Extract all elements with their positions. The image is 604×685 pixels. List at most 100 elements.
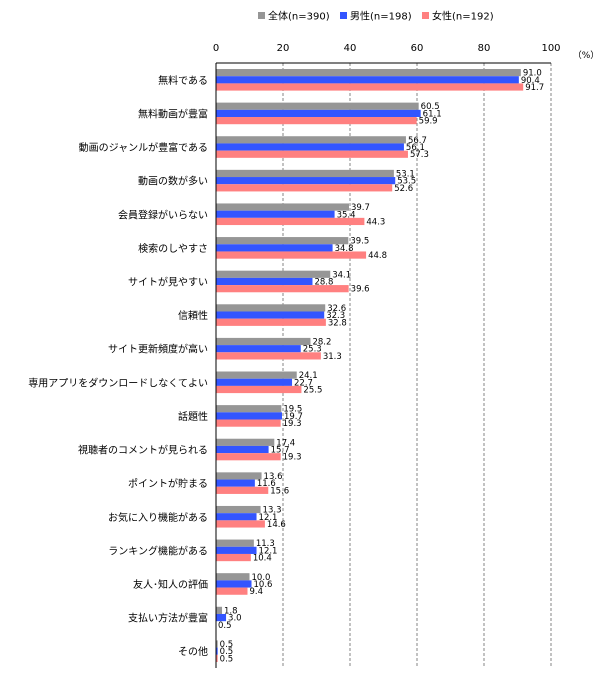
bar-0-17 xyxy=(216,640,218,648)
bar-2-4 xyxy=(216,217,365,226)
bar-1-8 xyxy=(216,345,301,353)
bar-2-2 xyxy=(216,150,408,158)
bar-2-9 xyxy=(216,385,302,394)
value-label-2-0: 91.7 xyxy=(525,83,544,93)
value-label-2-7: 32.8 xyxy=(328,318,347,328)
value-label-0-10: 19.5 xyxy=(283,405,302,415)
bar-1-1 xyxy=(216,109,421,118)
bar-2-11 xyxy=(216,453,281,461)
value-label-2-11: 19.3 xyxy=(283,453,302,463)
bar-2-8 xyxy=(216,352,321,360)
value-label-2-8: 31.3 xyxy=(323,352,342,362)
value-label-1-6: 28.8 xyxy=(314,277,333,287)
legend-label-1: 男性(n=198) xyxy=(350,10,412,23)
legend: 全体(n=390) 男性(n=198) 女性(n=192) xyxy=(258,10,494,23)
value-label-1-17: 0.5 xyxy=(220,647,234,657)
value-label-2-16: 0.5 xyxy=(218,621,232,631)
x-axis-tick-labels: 0 20 40 60 80 100 xyxy=(213,43,561,54)
value-label-0-5: 39.5 xyxy=(350,237,369,247)
bar-0-7 xyxy=(216,304,326,312)
value-label-0-7: 32.6 xyxy=(327,304,346,314)
value-label-0-3: 53.1 xyxy=(396,169,415,179)
value-label-0-6: 34.1 xyxy=(332,270,351,280)
value-label-1-9: 22.7 xyxy=(294,378,313,388)
value-label-2-12: 15.6 xyxy=(270,486,289,496)
legend-label-0: 全体(n=390) xyxy=(268,10,330,23)
value-label-2-14: 10.4 xyxy=(253,554,272,564)
bar-0-15 xyxy=(216,573,250,581)
bar-0-1 xyxy=(216,102,419,110)
bar-0-8 xyxy=(216,337,311,346)
value-label-0-8: 28.2 xyxy=(312,337,331,347)
bar-1-7 xyxy=(216,311,325,319)
value-label-1-13: 12.1 xyxy=(259,513,278,523)
value-label-1-5: 34.8 xyxy=(335,244,354,254)
value-label-2-15: 9.4 xyxy=(249,587,263,597)
x-tick-40: 40 xyxy=(344,43,357,54)
category-label-12: ポイントが貯まる xyxy=(128,477,208,490)
bar-1-3 xyxy=(216,177,396,185)
value-label-0-1: 60.5 xyxy=(421,102,440,112)
bar-1-0 xyxy=(216,76,519,84)
bar-0-3 xyxy=(216,169,394,178)
value-label-0-0: 91.0 xyxy=(523,69,542,79)
bar-2-0 xyxy=(216,83,524,91)
value-label-1-1: 61.1 xyxy=(423,109,442,119)
x-tick-60: 60 xyxy=(411,43,424,54)
x-tick-0: 0 xyxy=(213,43,219,54)
value-label-1-3: 53.5 xyxy=(397,177,416,187)
category-label-10: 話題性 xyxy=(178,410,208,423)
bar-2-5 xyxy=(216,251,367,259)
value-label-0-2: 56.7 xyxy=(408,136,427,146)
bar-1-14 xyxy=(216,546,257,554)
bar-2-7 xyxy=(216,318,326,326)
bar-2-15 xyxy=(216,587,248,595)
value-label-2-3: 52.6 xyxy=(394,184,413,194)
bar-0-5 xyxy=(216,237,349,245)
bar-2-6 xyxy=(216,285,349,293)
value-label-0-13: 13.3 xyxy=(263,506,282,516)
value-label-1-4: 35.4 xyxy=(337,210,356,220)
bars xyxy=(216,69,524,662)
category-label-2: 動画のジャンルが豊富である xyxy=(79,141,208,154)
bar-1-15 xyxy=(216,580,252,588)
value-label-1-10: 19.7 xyxy=(284,412,303,422)
value-label-2-6: 39.6 xyxy=(351,285,370,295)
value-label-2-10: 19.3 xyxy=(283,419,302,429)
value-label-2-2: 57.3 xyxy=(410,150,429,160)
legend-swatch-1 xyxy=(340,12,347,19)
bar-0-2 xyxy=(216,136,406,144)
bar-0-14 xyxy=(216,539,254,547)
bar-1-13 xyxy=(216,513,257,521)
value-label-2-5: 44.8 xyxy=(368,251,387,261)
value-label-0-16: 1.8 xyxy=(224,606,238,616)
value-label-1-14: 12.1 xyxy=(259,546,278,556)
value-label-0-11: 17.4 xyxy=(276,438,295,448)
bar-0-4 xyxy=(216,203,349,211)
bar-0-12 xyxy=(216,472,262,480)
value-label-2-9: 25.5 xyxy=(303,386,322,396)
bar-1-9 xyxy=(216,378,293,386)
bar-0-9 xyxy=(216,371,297,379)
category-label-11: 視聴者のコメントが見られる xyxy=(78,444,208,457)
bar-0-13 xyxy=(216,505,261,514)
bar-1-16 xyxy=(216,613,227,622)
legend-label-2: 女性(n=192) xyxy=(432,10,494,23)
category-label-14: ランキング機能がある xyxy=(108,544,208,557)
value-label-1-7: 32.3 xyxy=(326,311,345,321)
value-label-0-14: 11.3 xyxy=(256,539,275,549)
category-label-4: 会員登録がいらない xyxy=(118,208,208,221)
category-label-7: 信頼性 xyxy=(178,309,208,322)
value-label-2-17: 0.5 xyxy=(220,654,234,664)
value-label-1-2: 56.1 xyxy=(406,143,425,153)
gridlines xyxy=(282,63,552,668)
bar-2-10 xyxy=(216,419,281,427)
bar-1-4 xyxy=(216,210,335,218)
value-label-0-12: 13.6 xyxy=(264,472,283,482)
value-label-0-17: 0.5 xyxy=(220,640,234,650)
bar-1-2 xyxy=(216,143,404,151)
bar-0-10 xyxy=(216,405,282,413)
bar-2-12 xyxy=(216,486,269,494)
x-tick-80: 80 xyxy=(478,43,491,54)
bar-1-17 xyxy=(216,647,218,655)
